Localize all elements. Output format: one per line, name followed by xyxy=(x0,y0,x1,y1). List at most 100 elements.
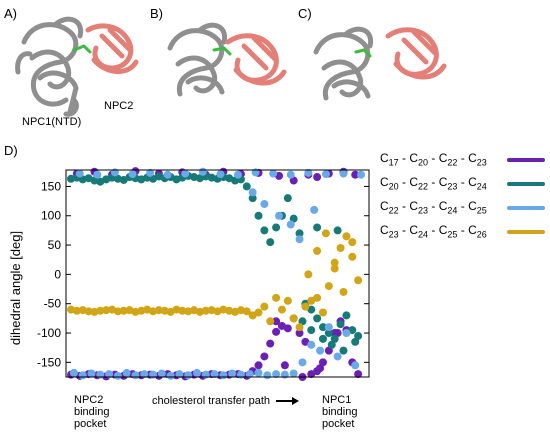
npc2-label: NPC2 xyxy=(104,100,134,112)
data-point xyxy=(324,329,333,338)
data-point xyxy=(310,205,319,214)
legend-entry-4: C23 - C24 - C25 - C26 xyxy=(380,223,487,239)
data-point xyxy=(339,169,348,178)
panel-d-label: D) xyxy=(4,143,18,158)
data-point xyxy=(242,307,251,316)
data-point xyxy=(216,170,225,179)
x-annotation-right-line-1: NPC1 xyxy=(322,394,352,406)
data-point xyxy=(321,229,330,238)
legend-atom-index: 24 xyxy=(447,205,458,216)
data-point xyxy=(119,306,128,315)
data-point xyxy=(131,371,140,380)
x-annotation-left-line-1: NPC2 xyxy=(74,394,104,406)
legend-entry-1: C17 - C20 - C22 - C23 xyxy=(380,151,487,167)
legend-atom: - C xyxy=(398,223,419,237)
data-point xyxy=(342,311,351,320)
legend-atom-index: 22 xyxy=(388,205,399,216)
data-point xyxy=(181,169,190,178)
data-point xyxy=(324,323,333,332)
plot-frame xyxy=(65,169,370,378)
legend-atom: - C xyxy=(457,199,477,213)
data-point xyxy=(295,235,304,244)
data-point xyxy=(254,308,263,317)
data-point xyxy=(351,361,360,370)
legend-atom-index: 17 xyxy=(388,157,399,168)
data-point xyxy=(272,317,281,326)
data-point xyxy=(339,346,348,355)
data-point xyxy=(342,232,351,241)
legend-atom-index: 25 xyxy=(476,205,487,216)
data-point xyxy=(348,238,357,247)
npc1-label: NPC1(NTD) xyxy=(22,116,82,128)
data-point xyxy=(313,314,322,323)
legend-atom: - C xyxy=(457,175,477,189)
x-annotation-right: NPC1 binding pocket xyxy=(322,394,357,430)
data-point xyxy=(69,368,78,377)
data-point xyxy=(304,168,313,177)
data-point xyxy=(324,282,333,291)
legend-atom: - C xyxy=(457,151,477,165)
legend-swatch-2 xyxy=(507,182,545,186)
ligand xyxy=(72,44,92,54)
data-point xyxy=(327,340,336,349)
data-point xyxy=(198,167,207,176)
data-point xyxy=(102,306,111,315)
data-point xyxy=(113,371,122,380)
data-point xyxy=(280,361,289,370)
data-point xyxy=(248,194,257,203)
data-point xyxy=(254,211,263,220)
data-point xyxy=(272,370,281,379)
data-point xyxy=(295,229,304,238)
data-point xyxy=(146,168,155,177)
data-point xyxy=(283,324,292,333)
data-point xyxy=(289,369,298,378)
series-2 xyxy=(67,171,363,355)
data-point xyxy=(339,287,348,296)
legend-atom: - C xyxy=(398,151,419,165)
y-tick-label: 150 xyxy=(41,179,61,193)
npc2-ribbon xyxy=(85,23,139,74)
data-point xyxy=(242,182,251,191)
legend-atom-index: 22 xyxy=(447,157,458,168)
data-point xyxy=(178,306,187,315)
y-tick-label: -150 xyxy=(37,355,61,369)
data-point xyxy=(318,323,327,332)
data-point xyxy=(318,308,327,317)
data-point xyxy=(351,170,360,179)
legend-atom-index: 20 xyxy=(388,181,399,192)
legend-atom-index: 23 xyxy=(418,205,429,216)
data-point xyxy=(316,364,325,373)
x-annotation-left: NPC2 binding pocket xyxy=(74,394,109,430)
data-point xyxy=(163,170,172,179)
data-point xyxy=(166,371,175,380)
series-3 xyxy=(69,167,366,380)
data-point xyxy=(321,170,330,179)
panel-a-label: A) xyxy=(4,6,17,21)
legend-atom: - C xyxy=(398,175,419,189)
data-point xyxy=(154,306,163,315)
series-4 xyxy=(67,229,363,332)
data-point xyxy=(75,169,84,178)
data-point xyxy=(313,173,322,182)
legend-atom: - C xyxy=(457,223,477,237)
x-annotation-left-line-3: pocket xyxy=(74,418,107,430)
legend-atom-index: 25 xyxy=(447,229,458,240)
y-axis-label: dihedral angle [deg] xyxy=(8,231,23,345)
legend-atom-index: 23 xyxy=(476,157,487,168)
data-point xyxy=(283,296,292,305)
y-tick-label: 100 xyxy=(41,209,61,223)
legend-swatch-3 xyxy=(507,206,545,210)
legend-atom-index: 23 xyxy=(388,229,399,240)
panel-b-label: B) xyxy=(150,6,163,21)
data-point xyxy=(192,368,201,377)
data-point xyxy=(313,223,322,232)
data-point xyxy=(272,293,281,302)
data-point xyxy=(234,170,243,179)
data-point xyxy=(263,371,272,380)
data-point xyxy=(304,270,313,279)
data-point xyxy=(113,307,122,316)
data-point xyxy=(245,370,254,379)
data-point xyxy=(78,371,87,380)
protein-structure-b xyxy=(167,22,287,97)
data-point xyxy=(330,264,339,273)
